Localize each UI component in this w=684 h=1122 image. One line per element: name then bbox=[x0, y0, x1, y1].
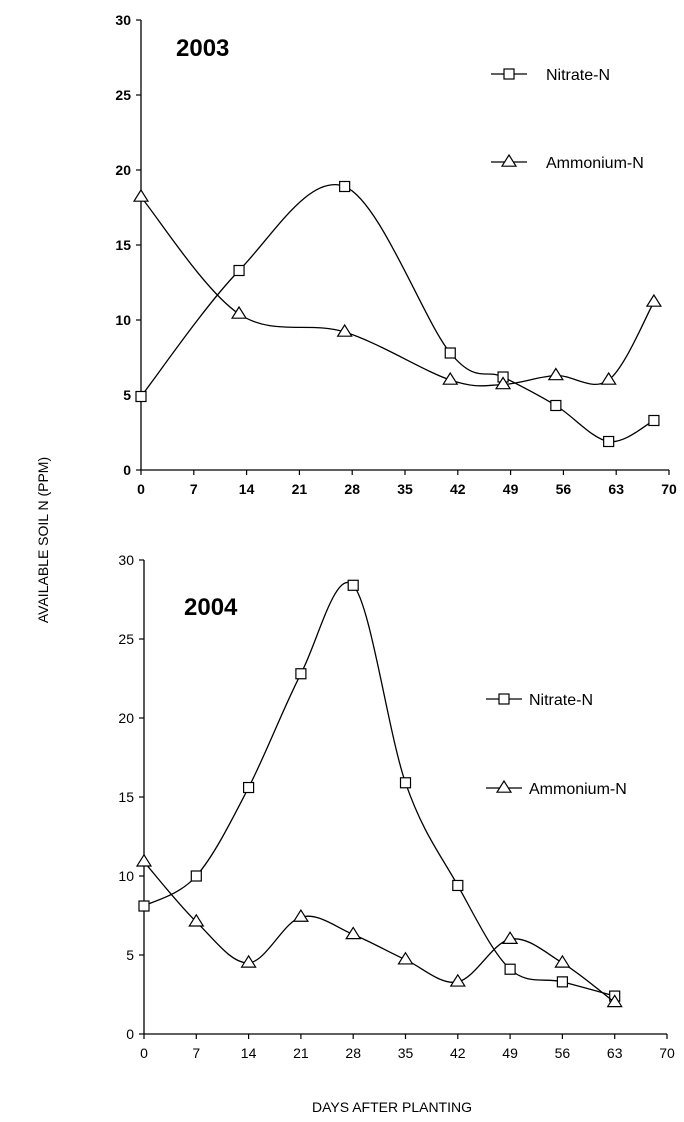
x-axis-label: DAYS AFTER PLANTING bbox=[312, 1099, 472, 1115]
x-tick-label: 56 bbox=[556, 481, 572, 497]
series-line-ammonium-n bbox=[143, 861, 616, 1003]
legend-marker bbox=[498, 693, 510, 705]
y-tick-label: 25 bbox=[115, 87, 131, 103]
x-tick-label: 56 bbox=[555, 1045, 571, 1061]
legend-marker bbox=[503, 68, 515, 80]
panel-title: 2003 bbox=[176, 35, 229, 62]
x-tick-label: 28 bbox=[345, 1045, 361, 1061]
y-tick-label: 25 bbox=[118, 631, 134, 647]
series-line-nitrate-n bbox=[140, 183, 655, 443]
y-tick-label: 10 bbox=[115, 312, 131, 328]
x-tick-label: 0 bbox=[137, 481, 145, 497]
x-tick-label: 49 bbox=[502, 1045, 518, 1061]
data-point-nitrate-n bbox=[444, 347, 456, 359]
data-point-ammonium-n bbox=[292, 908, 309, 922]
panel-title: 2004 bbox=[184, 594, 238, 621]
data-point-nitrate-n bbox=[648, 414, 660, 427]
y-tick-label: 10 bbox=[118, 868, 134, 884]
x-tick-label: 35 bbox=[397, 481, 413, 497]
x-tick-label: 35 bbox=[398, 1045, 414, 1061]
data-point-nitrate-n bbox=[603, 435, 615, 448]
data-point-nitrate-n bbox=[295, 668, 307, 680]
data-point-ammonium-n bbox=[449, 973, 466, 987]
y-tick-label: 15 bbox=[115, 237, 131, 253]
y-tick-label: 20 bbox=[115, 162, 131, 178]
y-tick-label: 0 bbox=[123, 462, 131, 478]
data-point-nitrate-n bbox=[550, 399, 562, 412]
data-point-ammonium-n bbox=[336, 323, 353, 337]
x-tick-label: 7 bbox=[192, 1045, 200, 1061]
data-point-ammonium-n bbox=[600, 371, 617, 385]
legend-marker bbox=[500, 153, 518, 167]
data-point-nitrate-n bbox=[135, 390, 147, 403]
y-tick-label: 30 bbox=[115, 12, 131, 28]
x-tick-label: 63 bbox=[608, 481, 624, 497]
x-tick-label: 70 bbox=[659, 1045, 675, 1061]
x-tick-label: 0 bbox=[140, 1045, 148, 1061]
data-point-nitrate-n bbox=[452, 879, 464, 892]
data-point-ammonium-n bbox=[397, 951, 414, 965]
legend-label: Nitrate-N bbox=[546, 67, 610, 84]
x-tick-label: 42 bbox=[450, 1045, 466, 1061]
data-point-nitrate-n bbox=[339, 180, 351, 193]
x-tick-label: 42 bbox=[450, 481, 466, 497]
chart-2004: 0 5 10 15 20 25 30 0 7 14 21 28 35 42 49 56 63 70 2004 Nitr… bbox=[118, 552, 675, 1061]
y-tick-label: 20 bbox=[118, 710, 134, 726]
data-point-nitrate-n bbox=[504, 963, 516, 975]
x-tick-label: 70 bbox=[661, 481, 677, 497]
data-point-ammonium-n bbox=[494, 376, 512, 390]
data-point-ammonium-n bbox=[230, 305, 248, 319]
x-tick-label: 14 bbox=[239, 481, 255, 497]
data-point-nitrate-n bbox=[233, 264, 245, 277]
data-point-nitrate-n bbox=[243, 781, 255, 794]
x-tick-label: 49 bbox=[503, 481, 519, 497]
data-point-nitrate-n bbox=[556, 976, 569, 988]
x-tick-label: 28 bbox=[344, 481, 360, 497]
legend-label: Ammonium-N bbox=[546, 155, 644, 172]
series-line-ammonium-n bbox=[140, 196, 655, 387]
y-tick-label: 15 bbox=[118, 789, 134, 805]
legend-marker bbox=[495, 779, 513, 793]
legend-label: Ammonium-N bbox=[529, 781, 627, 798]
data-point-ammonium-n bbox=[547, 367, 564, 381]
data-point-ammonium-n bbox=[502, 931, 519, 945]
data-point-nitrate-n bbox=[138, 900, 150, 912]
data-point-ammonium-n bbox=[645, 293, 662, 307]
y-tick-label: 5 bbox=[126, 947, 134, 963]
x-tick-label: 63 bbox=[607, 1045, 623, 1061]
data-point-ammonium-n bbox=[554, 954, 571, 968]
data-point-ammonium-n bbox=[135, 853, 153, 867]
y-tick-label: 5 bbox=[123, 387, 131, 403]
data-point-ammonium-n bbox=[132, 188, 150, 202]
data-point-ammonium-n bbox=[188, 913, 205, 927]
x-tick-label: 14 bbox=[241, 1045, 257, 1061]
data-point-nitrate-n bbox=[347, 579, 359, 591]
legend-label: Nitrate-N bbox=[529, 692, 593, 709]
y-tick-label: 30 bbox=[118, 552, 134, 568]
y-axis-label: AVAILABLE SOIL N (PPM) bbox=[35, 457, 51, 623]
data-point-ammonium-n bbox=[442, 371, 459, 385]
x-tick-label: 21 bbox=[293, 1045, 309, 1061]
data-point-nitrate-n bbox=[399, 777, 412, 789]
data-point-ammonium-n bbox=[345, 926, 362, 940]
x-tick-label: 7 bbox=[190, 481, 198, 497]
data-point-ammonium-n bbox=[240, 954, 257, 968]
chart-2003: 0 5 10 15 20 25 30 0 7 14 21 28 35 42 49 56 63 70 2003 Nitr… bbox=[115, 12, 677, 497]
data-point-ammonium-n bbox=[606, 994, 623, 1008]
y-tick-label: 0 bbox=[126, 1026, 134, 1042]
x-tick-label: 21 bbox=[292, 481, 308, 497]
data-point-nitrate-n bbox=[190, 870, 202, 882]
